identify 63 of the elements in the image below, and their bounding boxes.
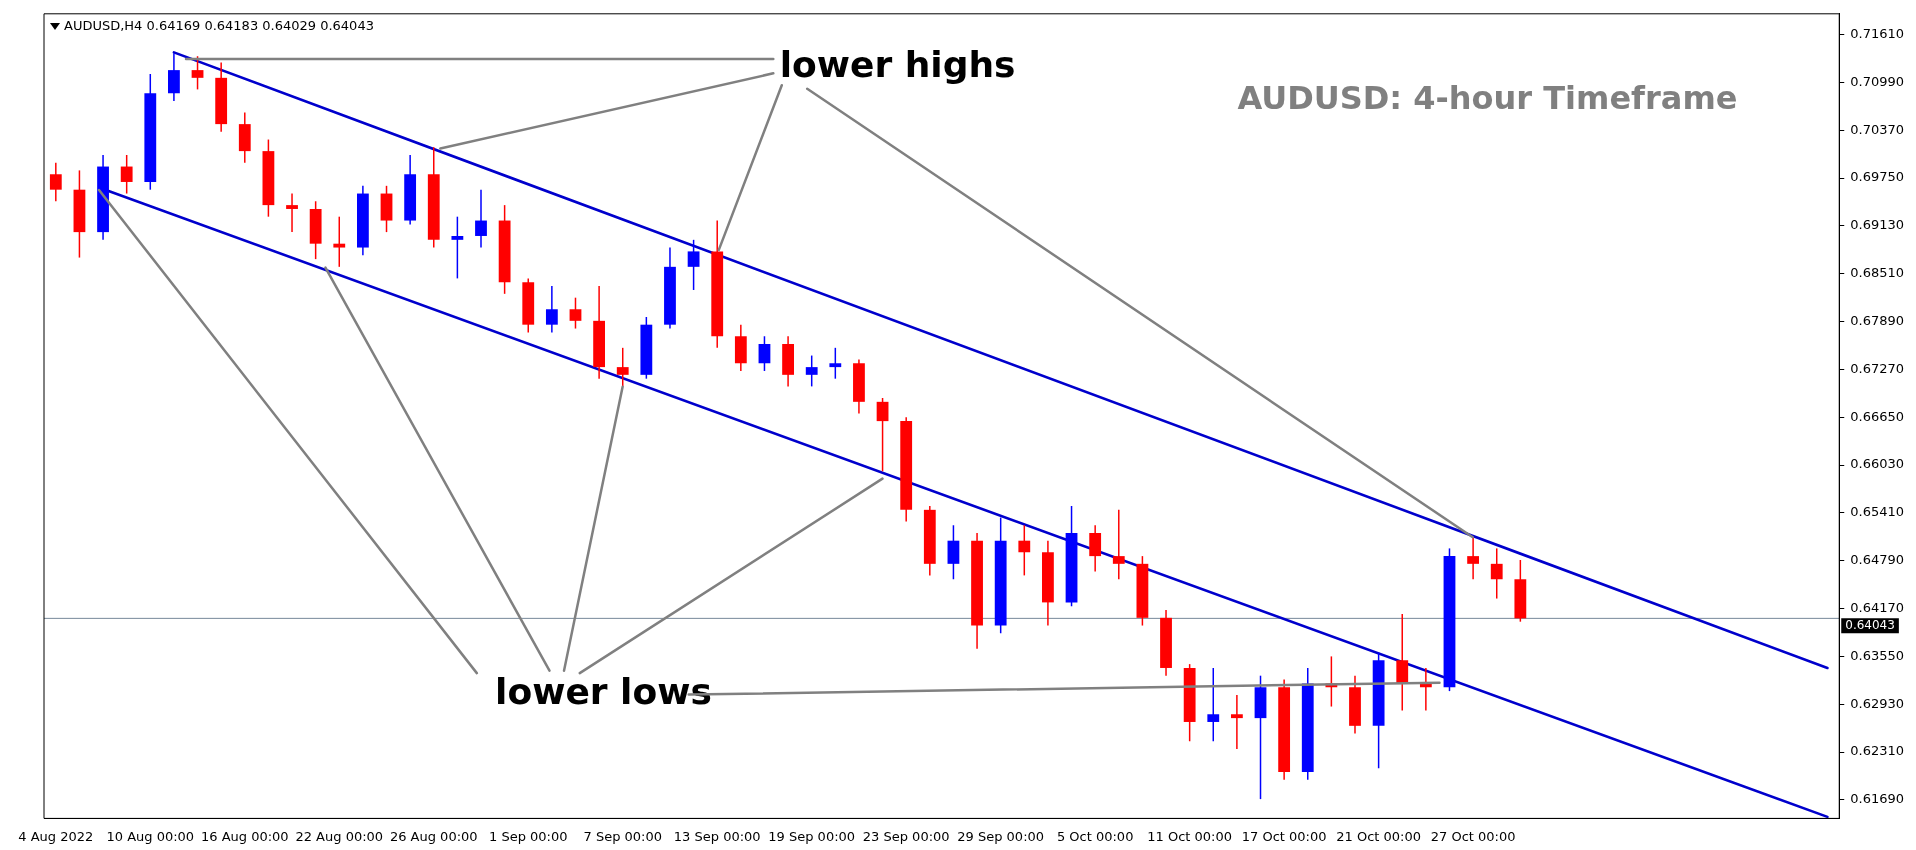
x-tick-label: 16 Aug 00:00 xyxy=(200,828,289,844)
candlestick xyxy=(475,188,487,249)
y-tick-label: 0.64790 xyxy=(1850,552,1905,568)
annotation: lower lows xyxy=(495,670,712,712)
y-tick-label: 0.62310 xyxy=(1850,743,1905,759)
candlestick xyxy=(758,335,771,372)
x-tick-label: 21 Oct 00:00 xyxy=(1336,828,1421,844)
candlestick xyxy=(120,154,133,195)
x-tick-label: 29 Sep 00:00 xyxy=(957,828,1045,844)
x-tick-label: 7 Sep 00:00 xyxy=(583,828,662,844)
candlestick xyxy=(286,192,298,233)
x-tick-label: 19 Sep 00:00 xyxy=(768,828,856,844)
candlestick xyxy=(1230,694,1243,750)
candlestick xyxy=(545,285,558,334)
x-tick-label: 4 Aug 2022 xyxy=(18,828,94,844)
y-tick-label: 0.64170 xyxy=(1850,599,1905,615)
x-tick-label: 23 Sep 00:00 xyxy=(862,828,950,844)
x-tick-label: 27 Oct 00:00 xyxy=(1430,828,1516,844)
y-tick-label: 0.68510 xyxy=(1850,265,1905,281)
candlestick xyxy=(333,215,346,268)
ref-line-label: 0.64043 xyxy=(1845,618,1895,633)
x-tick-label: 11 Oct 00:00 xyxy=(1147,828,1233,844)
x-tick-label: 5 Oct 00:00 xyxy=(1056,828,1134,844)
chart-title: AUDUSD,H4 0.64169 0.64183 0.64029 0.64043 xyxy=(64,17,374,33)
candlestick xyxy=(1018,524,1031,577)
candlestick xyxy=(1089,524,1102,573)
candlestick xyxy=(451,215,464,280)
y-tick-label: 0.62930 xyxy=(1850,695,1905,711)
candlestick xyxy=(1396,613,1409,712)
y-tick-label: 0.66030 xyxy=(1850,456,1905,472)
x-tick-label: 22 Aug 00:00 xyxy=(295,828,384,844)
y-tick-label: 0.66650 xyxy=(1850,408,1905,424)
candlestick xyxy=(616,347,629,388)
x-tick-label: 17 Oct 00:00 xyxy=(1241,828,1327,844)
candlestick xyxy=(168,52,180,102)
y-tick-label: 0.61690 xyxy=(1850,791,1905,807)
y-tick-label: 0.70990 xyxy=(1850,73,1905,89)
candlestick xyxy=(49,161,62,203)
y-tick-label: 0.69750 xyxy=(1850,169,1905,185)
candlestick xyxy=(805,354,818,388)
candlestick xyxy=(947,524,960,581)
candlestick xyxy=(1490,547,1503,600)
y-tick-label: 0.69130 xyxy=(1850,217,1905,233)
candlestick xyxy=(829,347,842,380)
candlestick xyxy=(1112,509,1125,581)
annotation: lower highs xyxy=(779,43,1016,85)
y-tick-label: 0.70370 xyxy=(1850,121,1905,137)
candlestick xyxy=(1207,667,1220,743)
y-tick-label: 0.63550 xyxy=(1850,647,1905,663)
candlestick xyxy=(569,296,582,330)
x-tick-label: 10 Aug 00:00 xyxy=(106,828,195,844)
y-tick-label: 0.71610 xyxy=(1850,26,1905,41)
x-tick-label: 1 Sep 00:00 xyxy=(488,828,568,844)
x-tick-label: 13 Sep 00:00 xyxy=(673,828,761,844)
candlestick xyxy=(687,239,700,291)
annotation: AUDUSD: 4-hour Timeframe xyxy=(1237,78,1738,117)
y-tick-label: 0.67890 xyxy=(1850,312,1905,328)
candlestick xyxy=(191,55,204,91)
candlestick xyxy=(1467,536,1480,581)
candlestick xyxy=(876,397,889,473)
x-tick-label: 26 Aug 00:00 xyxy=(389,828,478,844)
y-tick-label: 0.67270 xyxy=(1850,360,1905,376)
y-tick-label: 0.65410 xyxy=(1850,504,1905,520)
